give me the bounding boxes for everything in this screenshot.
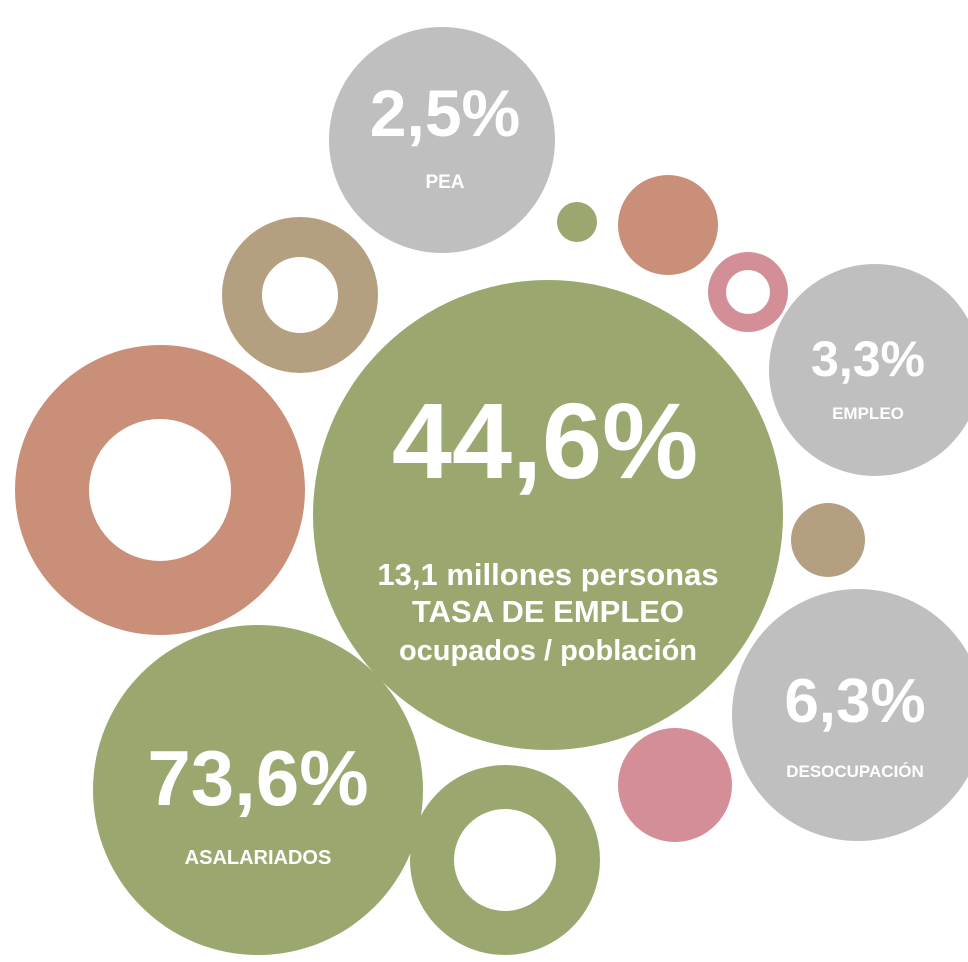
- main-line: TASA DE EMPLEO: [412, 594, 684, 629]
- bubble-value: 3,3%: [811, 331, 925, 387]
- bubble-label: ASALARIADOS: [185, 847, 332, 869]
- bubble-value: 6,3%: [784, 667, 925, 736]
- bubble-label: EMPLEO: [832, 404, 904, 423]
- main-line: ocupados / población: [399, 635, 697, 667]
- bubble-label: PEA: [425, 172, 464, 193]
- tan-ring: [222, 217, 378, 373]
- main-bubble: [313, 280, 783, 750]
- main-line: 13,1 millones personas: [377, 557, 718, 592]
- bubble-value: 73,6%: [147, 734, 368, 822]
- desocupacion-bubble: [732, 589, 968, 841]
- pink-circle: [618, 728, 732, 842]
- green-dot: [557, 202, 597, 242]
- salmon-ring: [15, 345, 305, 635]
- tan-dot: [791, 503, 865, 577]
- asalariados-bubble: [93, 625, 423, 955]
- green-ring: [410, 765, 600, 955]
- main-value: 44,6%: [392, 380, 698, 501]
- bubble-value: 2,5%: [370, 76, 520, 150]
- pink-ring: [708, 252, 788, 332]
- salmon-circle: [618, 175, 718, 275]
- bubble-label: DESOCUPACIÓN: [786, 762, 924, 781]
- empleo-bubble: [769, 264, 968, 476]
- pea-bubble: [329, 27, 555, 253]
